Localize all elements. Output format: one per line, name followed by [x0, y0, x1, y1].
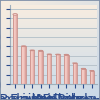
Bar	[14, 14, 15, 84]
Bar	[30, 50, 31, 84]
Bar	[13, 14, 14, 84]
Bar	[90, 71, 91, 84]
Bar	[21, 46, 26, 84]
Bar	[64, 55, 65, 84]
Bar	[38, 51, 43, 84]
Bar	[38, 51, 39, 84]
Bar	[57, 55, 58, 84]
Bar	[58, 55, 59, 84]
Ellipse shape	[64, 54, 68, 55]
Bar	[85, 69, 86, 84]
Bar	[33, 50, 34, 84]
Bar	[75, 63, 76, 84]
Bar	[15, 14, 16, 84]
Bar	[92, 71, 93, 84]
Bar	[48, 54, 49, 84]
Bar	[82, 69, 83, 84]
Bar	[76, 63, 77, 84]
Bar	[42, 51, 43, 84]
Bar	[74, 63, 75, 84]
Bar	[65, 55, 66, 84]
Bar	[64, 55, 68, 84]
Ellipse shape	[47, 54, 52, 55]
Bar	[21, 46, 22, 84]
Ellipse shape	[38, 50, 43, 51]
Bar	[84, 69, 85, 84]
Bar	[23, 46, 24, 84]
Bar	[39, 51, 40, 84]
Bar	[25, 46, 26, 84]
Bar	[66, 55, 67, 84]
Bar	[73, 63, 74, 84]
Ellipse shape	[81, 68, 86, 69]
Bar	[81, 69, 86, 84]
Ellipse shape	[21, 46, 26, 47]
Ellipse shape	[13, 14, 17, 15]
Bar	[40, 51, 41, 84]
Bar	[32, 50, 33, 84]
Bar	[59, 55, 60, 84]
Bar	[56, 55, 60, 84]
Bar	[73, 63, 77, 84]
Bar	[50, 54, 51, 84]
Bar	[47, 54, 48, 84]
Bar	[32, 50, 33, 84]
Bar	[24, 46, 25, 84]
Bar	[41, 51, 42, 84]
Bar	[51, 54, 52, 84]
Ellipse shape	[56, 54, 60, 55]
Bar	[47, 54, 52, 84]
Bar	[56, 55, 57, 84]
Bar	[16, 14, 17, 84]
Bar	[93, 71, 94, 84]
Bar	[13, 14, 17, 84]
Bar	[57, 55, 58, 84]
Bar	[81, 69, 82, 84]
Bar	[90, 71, 94, 84]
Bar	[91, 71, 92, 84]
Ellipse shape	[30, 50, 34, 51]
Bar	[31, 50, 32, 84]
Bar	[67, 55, 68, 84]
Bar	[22, 46, 23, 84]
Bar	[49, 54, 50, 84]
Bar	[92, 71, 93, 84]
Bar	[30, 50, 34, 84]
